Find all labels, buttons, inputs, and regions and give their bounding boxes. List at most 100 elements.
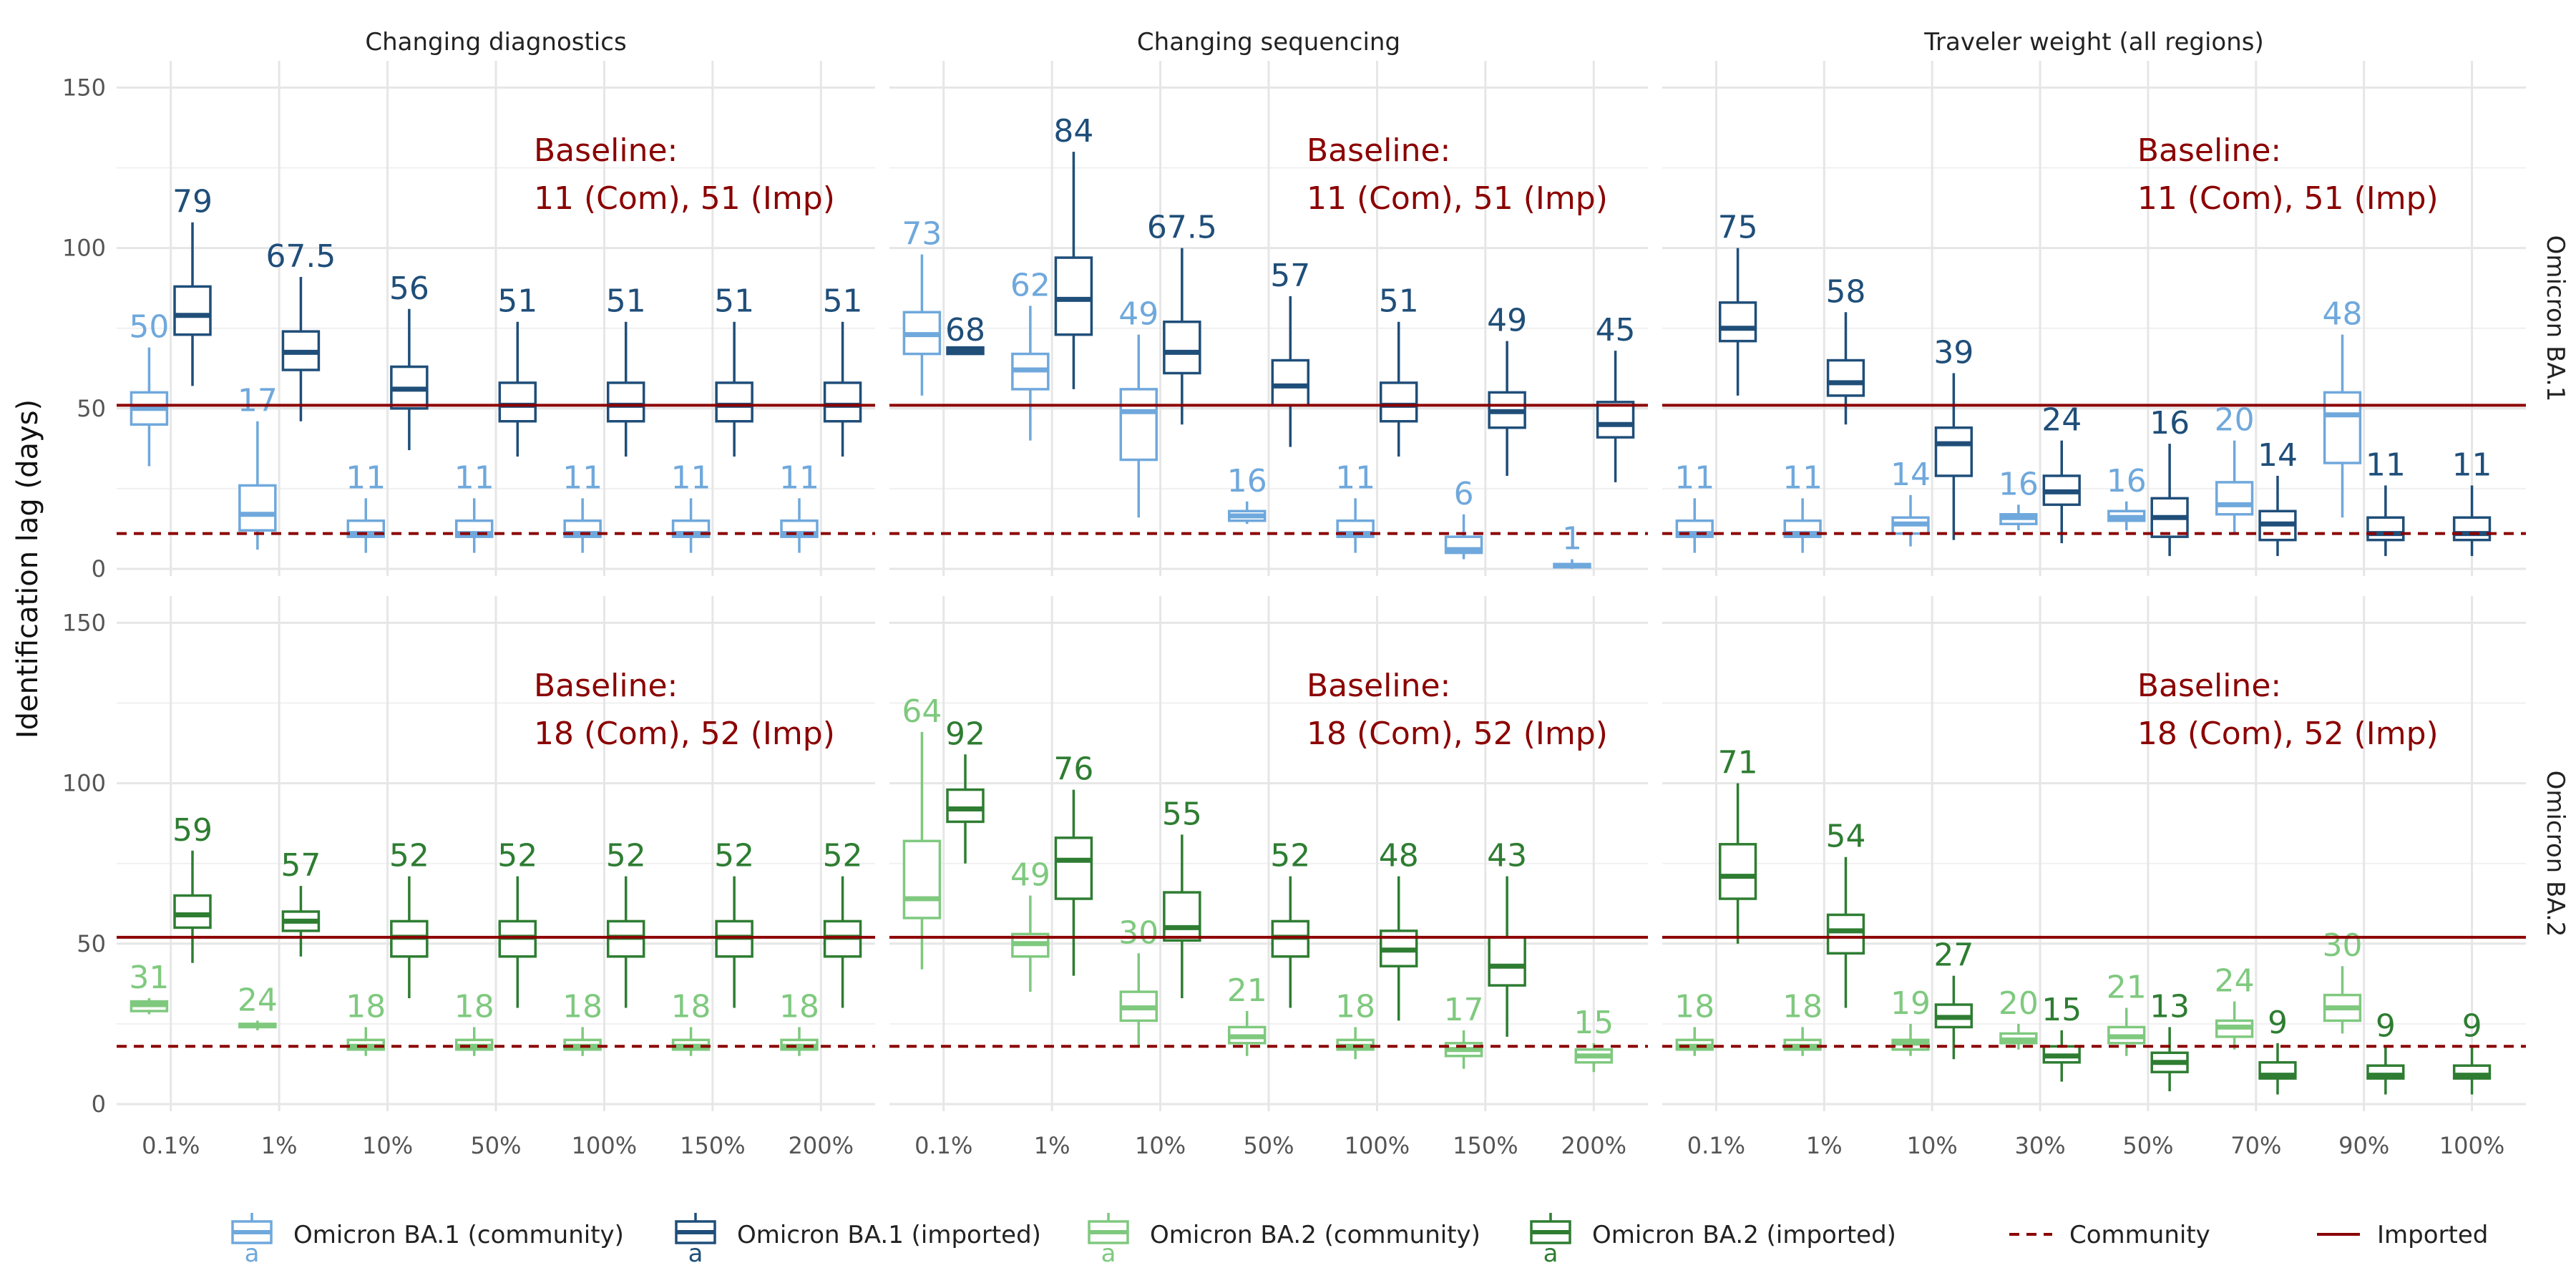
median-label: 59 bbox=[172, 812, 213, 849]
median-label: 52 bbox=[606, 838, 646, 874]
legend-label: Community bbox=[2069, 1221, 2210, 1249]
median-label: 18 bbox=[562, 988, 602, 1025]
box-community: 11 bbox=[454, 459, 494, 553]
box-imported: 51 bbox=[497, 283, 537, 457]
median-label: 49 bbox=[1487, 303, 1527, 339]
box-iqr bbox=[902, 839, 942, 919]
panel-omicron-ba-2-changing-diagnostics: 0 50 100 150 0.1% 1% 10% 50% 100% 150% 200% Baselin… bbox=[62, 596, 875, 1159]
box-imported: 9 bbox=[2452, 1008, 2492, 1095]
median-label: 15 bbox=[2041, 992, 2082, 1028]
panel-omicron-ba-1-traveler-weight-all-regions: Baseline: 11 (Com), 51 (Imp) 11 75 11 58 14 39 1… bbox=[1662, 61, 2526, 576]
box-iqr bbox=[1596, 401, 1635, 439]
legend: a Omicron BA.1 (community) a Omicron BA.1 (… bbox=[231, 1213, 2488, 1268]
box-imported: 43 bbox=[1487, 838, 1527, 1037]
box-community: 30 bbox=[2323, 927, 2363, 1034]
median-label: 24 bbox=[2215, 963, 2255, 1000]
median-label: 30 bbox=[2323, 927, 2363, 964]
box-community: 11 bbox=[346, 459, 386, 553]
median-label: 19 bbox=[1890, 985, 1931, 1022]
box-imported: 59 bbox=[172, 812, 213, 963]
median-label: 67.5 bbox=[1147, 210, 1217, 246]
box-imported: 56 bbox=[389, 270, 429, 451]
median-label: 45 bbox=[1596, 312, 1636, 348]
box-iqr bbox=[2366, 516, 2405, 542]
box-iqr bbox=[946, 788, 985, 824]
row-strip-labels: Omicron BA.1 Omicron BA.2 bbox=[2541, 235, 2570, 937]
legend-glyph-letter: a bbox=[1543, 1239, 1558, 1268]
box-imported: 68 bbox=[945, 312, 985, 356]
box-imported: 58 bbox=[1825, 273, 1865, 425]
strip-label-traveler-weight-all-regions: Traveler weight (all regions) bbox=[1923, 28, 2264, 57]
baseline-values: 18 (Com), 52 (Imp) bbox=[534, 716, 835, 752]
median-label: 18 bbox=[1674, 988, 1714, 1025]
panel-omicron-ba-2-changing-sequencing: 0.1% 1% 10% 50% 100% 150% 200% Baseline: 18 (Com… bbox=[889, 596, 1648, 1159]
box-imported: 27 bbox=[1933, 937, 1974, 1060]
box-community: 64 bbox=[902, 693, 942, 970]
median-label: 73 bbox=[902, 216, 942, 253]
box-community: 31 bbox=[129, 960, 169, 1015]
box-imported: 11 bbox=[2452, 447, 2492, 557]
box-iqr bbox=[1826, 913, 1865, 955]
x-tick-label: 1% bbox=[261, 1132, 298, 1159]
median-label: 11 bbox=[671, 459, 711, 496]
baseline-title: Baseline: bbox=[1307, 668, 1450, 704]
median-label: 15 bbox=[1574, 1005, 1614, 1041]
median-label: 39 bbox=[1933, 334, 1974, 371]
baseline-values: 11 (Com), 51 (Imp) bbox=[534, 180, 835, 217]
box-community: 18 bbox=[671, 988, 711, 1056]
box-community: 16 bbox=[1227, 463, 1267, 525]
box-imported: 84 bbox=[1053, 113, 1093, 389]
median-label: 16 bbox=[1227, 463, 1267, 499]
median-label: 11 bbox=[2366, 447, 2406, 483]
x-tick-label: 10% bbox=[362, 1132, 413, 1159]
x-tick-label: 0.1% bbox=[142, 1132, 200, 1159]
box-community: 14 bbox=[1890, 457, 1931, 547]
box-iqr bbox=[715, 381, 753, 423]
median-label: 30 bbox=[1118, 914, 1158, 951]
median-label: 52 bbox=[1270, 838, 1310, 874]
box-iqr bbox=[1054, 256, 1093, 336]
x-tick-label: 30% bbox=[2015, 1132, 2066, 1159]
box-community: 1 bbox=[1553, 521, 1591, 569]
median-label: 51 bbox=[497, 283, 537, 320]
box-community: 11 bbox=[1674, 459, 1714, 553]
box-imported: 67.5 bbox=[1147, 210, 1217, 425]
box-imported: 57 bbox=[1270, 258, 1310, 447]
baseline-values: 11 (Com), 51 (Imp) bbox=[2137, 180, 2439, 217]
box-iqr bbox=[2452, 516, 2492, 542]
box-imported: 55 bbox=[1162, 796, 1202, 999]
box-community: 6 bbox=[1444, 476, 1483, 560]
median-label: 84 bbox=[1053, 113, 1093, 150]
x-tick-label: 50% bbox=[470, 1132, 521, 1159]
x-tick-label: 10% bbox=[1907, 1132, 1958, 1159]
median-label: 57 bbox=[1270, 258, 1310, 294]
box-community: 11 bbox=[562, 459, 602, 553]
x-tick-label: 10% bbox=[1135, 1132, 1186, 1159]
median-label: 68 bbox=[945, 312, 985, 348]
y-tick-label: 100 bbox=[62, 235, 106, 262]
box-iqr bbox=[238, 484, 277, 532]
legend-label: Omicron BA.2 (imported) bbox=[1592, 1221, 1896, 1249]
median-label: 50 bbox=[129, 309, 169, 346]
box-community: 11 bbox=[1782, 459, 1823, 553]
median-label: 1 bbox=[1562, 521, 1582, 557]
median-label: 16 bbox=[2150, 405, 2190, 441]
x-tick-label: 50% bbox=[2122, 1132, 2173, 1159]
box-imported: 67.5 bbox=[265, 238, 336, 421]
box-community: 49 bbox=[1010, 857, 1050, 992]
box-iqr bbox=[2323, 391, 2362, 464]
column-strip-labels: Changing diagnostics Changing sequencing T… bbox=[365, 28, 2263, 57]
y-tick-label: 50 bbox=[77, 395, 106, 422]
median-label: 43 bbox=[1487, 838, 1527, 874]
x-tick-label: 150% bbox=[680, 1132, 745, 1159]
box-imported: 24 bbox=[2041, 402, 2082, 544]
box-imported: 39 bbox=[1933, 334, 1974, 540]
median-label: 71 bbox=[1718, 745, 1758, 781]
box-imported: 52 bbox=[1270, 838, 1310, 1008]
box-community: 18 bbox=[1782, 988, 1823, 1056]
median-label: 21 bbox=[1227, 972, 1267, 1009]
box-iqr bbox=[823, 381, 862, 423]
box-iqr bbox=[498, 381, 537, 423]
box-iqr bbox=[606, 381, 645, 423]
